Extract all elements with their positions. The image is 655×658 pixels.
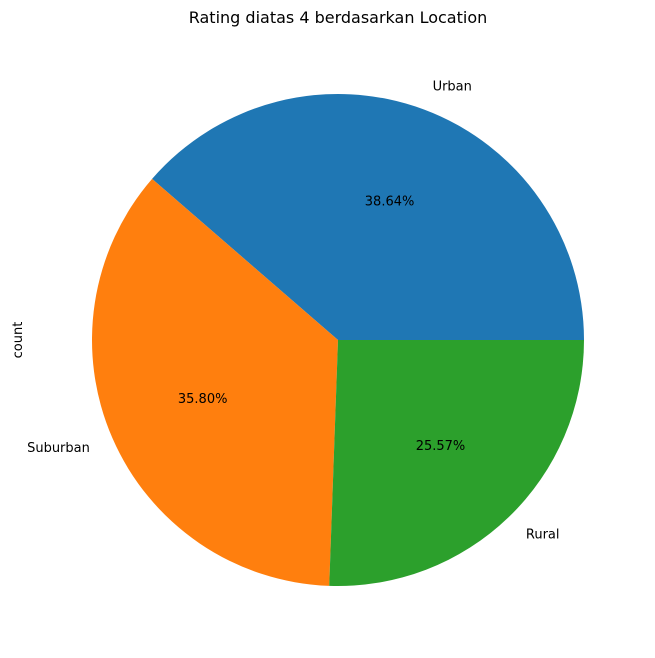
chart-title: Rating diatas 4 berdasarkan Location xyxy=(189,8,488,27)
percent-label-urban: 38.64% xyxy=(365,195,415,210)
y-axis-label: count xyxy=(11,322,26,359)
pie-labels: Urban 38.64% Suburban 35.80% Rural 25.57% xyxy=(27,79,559,542)
percent-label-suburban: 35.80% xyxy=(178,392,228,407)
pie-slice-rural xyxy=(329,340,584,586)
pie-slice-urban xyxy=(152,94,585,341)
percent-label-rural: 25.57% xyxy=(416,439,466,454)
category-label-rural: Rural xyxy=(526,528,560,543)
pie-slices xyxy=(91,94,585,586)
pie-slice-suburban xyxy=(91,178,338,586)
category-label-suburban: Suburban xyxy=(27,441,90,456)
category-label-urban: Urban xyxy=(433,79,472,94)
